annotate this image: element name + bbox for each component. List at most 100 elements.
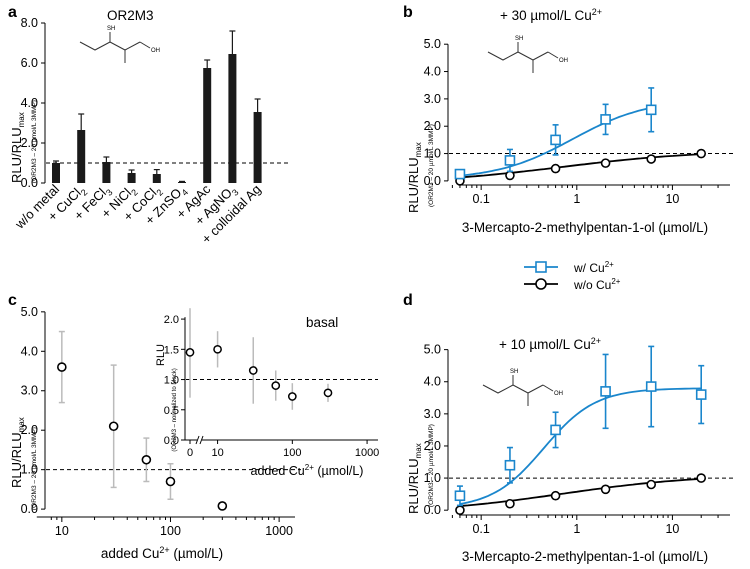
inset-ylabel: RLU	[155, 344, 167, 366]
panel-c-point	[217, 501, 228, 511]
panel-a-title: OR2M3	[107, 8, 154, 23]
panel-b-y-tick-label: 3.0	[424, 92, 441, 106]
svg-text:RLU/RLUmax: RLU/RLUmax	[406, 142, 423, 213]
inset-y-tick-label: 2.0	[164, 314, 179, 326]
panel-d-point-without-cu	[600, 484, 611, 495]
inset-xlabel: added Cu2+ (µmol/L)	[251, 463, 364, 478]
molecule-sh-label: SH	[510, 369, 518, 375]
panel-a-y-tick-label: 6.0	[21, 56, 38, 70]
panel-c-x-tick-label: 100	[160, 524, 181, 538]
panel-a-bar	[77, 130, 86, 183]
inset-x-tick-label: 0	[187, 447, 193, 459]
panel-b-molecule: SH OH	[487, 36, 568, 73]
panel-b-fit-without-cu	[459, 153, 702, 179]
legend-marker-without	[535, 278, 547, 290]
panel-b-point-without-cu	[646, 154, 657, 164]
legend-label-without: w/o Cu2+	[573, 277, 621, 292]
inset-x-tick-label: 1000	[355, 447, 379, 459]
molecule-skeleton	[79, 41, 141, 51]
legend: w/ Cu2+ w/o Cu2+	[524, 260, 621, 292]
molecule-oh-bond	[547, 51, 559, 59]
inset-title: basal	[306, 315, 338, 330]
inset-point	[323, 388, 333, 398]
panel-b-point-without-cu	[696, 148, 707, 159]
panel-c-ylabel-note: (OR2M3 – 20 µmol/L 3MMP)	[31, 427, 38, 510]
inset-point	[185, 347, 195, 357]
panel-c-y-tick-label: 5.0	[21, 305, 38, 319]
panel-c-letter: c	[8, 292, 17, 309]
panel-d: d + 10 µmol/L Cu2+ RLU/RLUmax (OR2M3 – 2…	[403, 292, 736, 564]
panel-c-point	[108, 421, 119, 432]
panel-d-x-tick-label: 0.1	[472, 522, 489, 536]
panel-a-bar	[178, 182, 186, 183]
panel-b-point-with-cu	[504, 155, 516, 166]
panel-b-xlabel: 3-Mercapto-2-methylpentan-1-ol (µmol/L)	[462, 220, 708, 235]
panel-d-fit-without-cu	[459, 477, 702, 507]
molecule-sh-label: SH	[107, 26, 115, 32]
panel-a-y-tick-label: 8.0	[21, 16, 38, 30]
inset-point	[213, 344, 222, 354]
panel-a-category-sub: 3	[104, 187, 115, 198]
molecule-oh-bond	[139, 41, 151, 49]
panel-a-bar	[152, 174, 161, 183]
panel-d-point-with-cu	[695, 389, 707, 400]
panel-c: c RLU/RLUmax (OR2M3 – 20 µmol/L 3MMP) ad…	[8, 292, 379, 561]
panel-c-x-tick-label: 10	[55, 524, 69, 538]
panel-b-point-without-cu	[600, 158, 611, 168]
panel-d-point-without-cu	[550, 490, 561, 501]
panel-d-xlabel: 3-Mercapto-2-methylpentan-1-ol (µmol/L)	[462, 549, 708, 564]
panel-d-point-without-cu	[696, 473, 707, 483]
panel-d-x-tick-label: 10	[665, 522, 679, 536]
panel-b-letter: b	[403, 4, 413, 21]
panel-a-bar	[253, 112, 262, 183]
panel-d-y-tick-label: 4.0	[424, 375, 441, 389]
panel-b-y-tick-label: 5.0	[424, 37, 441, 51]
inset-axis-break	[195, 435, 200, 445]
panel-b-axes: 0.0 1.0 2.0 3.0 4.0 5.0 0.1 1 10	[424, 37, 736, 206]
panel-b: b + 30 µmol/L Cu2+ RLU/RLUmax (OR2M3 – 2…	[403, 4, 736, 235]
panel-d-point-with-cu	[504, 459, 516, 471]
panel-d-x-tick-label: 1	[573, 522, 580, 536]
panel-a-category-sub: 2	[154, 187, 165, 198]
inset-y-tick-label: 0.0	[164, 435, 179, 447]
panel-a: a OR2M3 RLU/RLUmax (OR2M3 – 20 µmol/L 3M…	[8, 4, 290, 247]
panel-d-molecule: SH OH	[482, 369, 563, 406]
panel-a-bar	[228, 54, 237, 183]
panel-b-point-with-cu	[600, 114, 611, 125]
panel-b-x-tick-label: 1	[573, 192, 580, 206]
panel-b-point-with-cu	[645, 104, 657, 116]
panel-c-y-tick-label: 1.0	[21, 463, 38, 477]
molecule-oh-label: OH	[559, 58, 568, 64]
panel-a-letter: a	[8, 4, 17, 21]
molecule-skeleton	[487, 51, 549, 61]
panel-a-ylabel: RLU/RLUmax	[9, 112, 26, 183]
panel-d-point-without-cu	[455, 505, 465, 515]
panel-a-y-tick-label: 2.0	[21, 136, 38, 150]
panel-d-ylabel: RLU/RLUmax	[406, 443, 423, 514]
panel-c-y-tick-label: 3.0	[21, 384, 38, 398]
panel-d-y-tick-label: 5.0	[424, 343, 441, 357]
inset-axis-break	[199, 435, 204, 445]
panel-a-ylabel-note: (OR2M3 – 20 µmol/L 3MMP)	[31, 100, 38, 183]
panel-c-axes: 0.01.02.03.04.05.010 100 1000	[21, 305, 301, 538]
inset-point	[248, 366, 258, 375]
panel-b-y-tick-label: 0.0	[424, 174, 441, 188]
panel-b-point-with-cu	[454, 168, 466, 180]
molecule-oh-bond	[542, 384, 554, 392]
panel-b-ylabel-note: (OR2M3 – 20 µmol/L 3MMP)	[428, 124, 435, 207]
inset-y-tick-label: 0.5	[164, 405, 179, 417]
panel-b-point-without-cu	[550, 163, 561, 174]
svg-text:RLU/RLUmax: RLU/RLUmax	[406, 443, 423, 514]
panel-d-point-without-cu	[505, 498, 515, 509]
panel-a-category-sub: 4	[180, 187, 191, 198]
panel-a-category-sub: 2	[79, 187, 90, 198]
inset-point	[271, 381, 281, 390]
panel-b-x-tick-label: 0.1	[472, 192, 489, 206]
panel-b-y-tick-label: 4.0	[424, 65, 441, 79]
panel-b-ylabel: RLU/RLUmax	[406, 142, 423, 213]
panel-b-point-without-cu	[505, 170, 515, 181]
panel-d-point-with-cu	[550, 424, 561, 436]
svg-text:RLU/RLUmax: RLU/RLUmax	[9, 417, 26, 488]
inset-x-tick-label: 100	[283, 447, 301, 459]
